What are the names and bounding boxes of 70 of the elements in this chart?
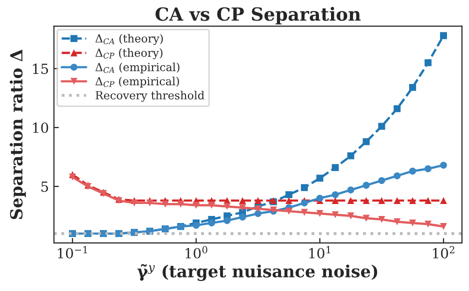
point [162, 200, 169, 208]
point [378, 122, 386, 130]
legend-label: Δ$_{CA}$ (empirical) [95, 62, 180, 74]
point [177, 200, 184, 208]
point [254, 210, 262, 217]
point [239, 214, 246, 221]
point [254, 197, 262, 204]
point [285, 208, 292, 215]
point [394, 105, 401, 112]
point [316, 174, 324, 182]
point [347, 212, 354, 220]
legend-label: Δ$_{CP}$ (theory) [95, 48, 162, 60]
point [424, 197, 432, 204]
point [378, 216, 386, 223]
y-tick-label: 10 [33, 122, 48, 133]
point [347, 186, 354, 194]
point [424, 59, 432, 66]
x-tick-label: 10$^{−1}$ [58, 246, 87, 258]
point [347, 197, 354, 204]
x-tick-label: 10$^{2}$ [432, 246, 454, 258]
point [300, 208, 308, 216]
point [332, 191, 339, 198]
point [347, 152, 354, 160]
point [394, 172, 401, 180]
y-axis-title: Separation ratio Δ [10, 50, 26, 220]
point [224, 217, 231, 224]
point [208, 219, 216, 226]
point [239, 204, 246, 212]
point [409, 168, 416, 175]
point [409, 84, 416, 91]
point [254, 205, 262, 212]
point [332, 197, 339, 204]
point [424, 165, 432, 172]
point [440, 223, 447, 230]
point [362, 138, 370, 146]
point [378, 177, 386, 184]
point [378, 197, 386, 204]
chart-title: CA vs CP Separation [156, 6, 361, 24]
point [394, 197, 401, 204]
point [239, 197, 246, 204]
x-tick-label: 10$^{1}$ [309, 246, 330, 258]
point [440, 32, 447, 40]
point [192, 202, 200, 209]
point [440, 162, 447, 169]
point [394, 218, 401, 226]
point [362, 214, 370, 222]
point [409, 197, 416, 204]
y-tick-label: 15 [33, 64, 48, 74]
point [332, 164, 339, 172]
point [440, 197, 447, 204]
point [69, 174, 76, 180]
x-axis-title: γ̃$^{y}$ (target nuisance noise) [137, 264, 378, 281]
y-tick-label: 5 [41, 182, 48, 192]
point [285, 191, 292, 198]
legend-label: Δ$_{CA}$ (theory) [95, 34, 163, 45]
point [300, 184, 308, 192]
point [362, 197, 370, 204]
point [362, 182, 370, 189]
point [208, 202, 216, 209]
point [285, 197, 292, 204]
x-tick-label: 10$^{0}$ [186, 246, 208, 258]
point [409, 219, 416, 226]
point [316, 210, 324, 217]
point [316, 194, 324, 202]
point [424, 220, 432, 228]
legend-label: Recovery threshold [96, 90, 204, 102]
point [224, 202, 231, 210]
point [192, 222, 200, 229]
point [332, 211, 339, 218]
legend-label: Δ$_{CP}$ (empirical) [95, 76, 180, 88]
